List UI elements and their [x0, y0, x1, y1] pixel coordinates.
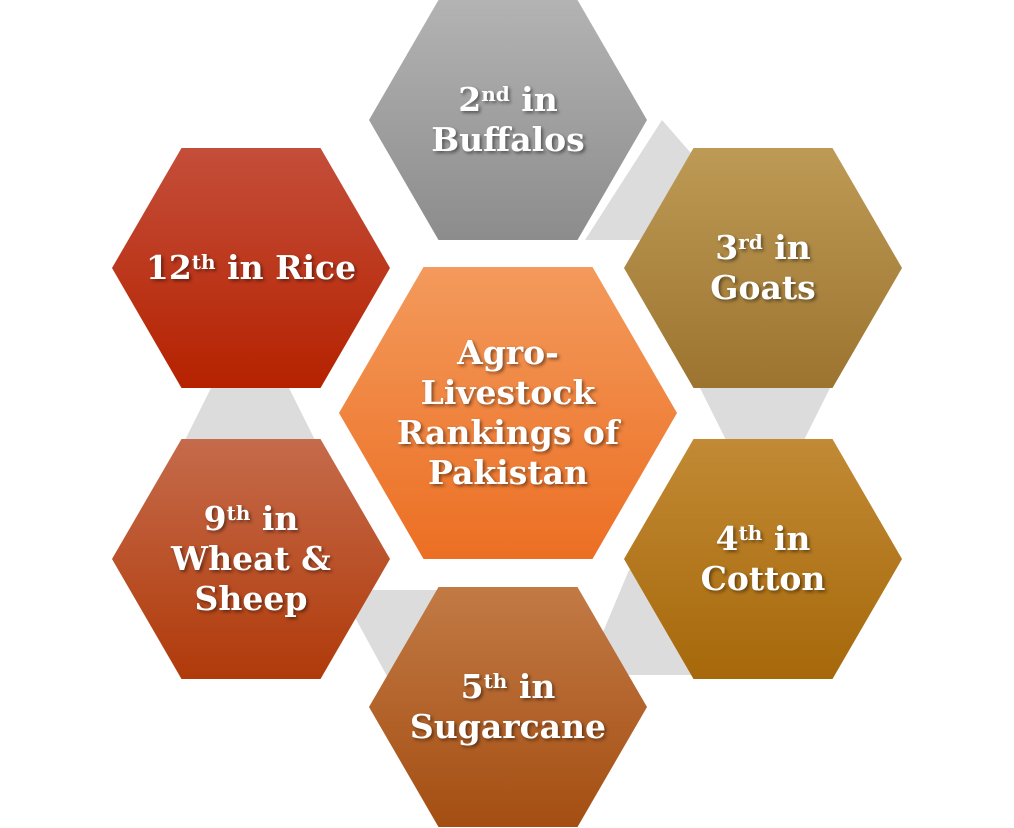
rank-after: in: [507, 667, 556, 706]
category-label: Sugarcane: [409, 707, 607, 746]
rank-suffix: nd: [481, 82, 510, 106]
hexagon-label: 3rd in Goats: [710, 228, 815, 308]
hexagon-label: 2nd in Buffalos: [431, 80, 584, 160]
rank-number: 5: [460, 667, 484, 706]
connector-goats-cotton: [700, 388, 830, 440]
center-line: Pakistan: [428, 453, 588, 492]
center-hexagon: Agro- Livestock Rankings of Pakistan: [339, 267, 677, 559]
rank-after: in: [250, 499, 299, 538]
category-label-2: Sheep: [194, 579, 308, 618]
center-line: Agro-: [457, 333, 559, 372]
rank-suffix: rd: [738, 230, 763, 254]
hexagon-buffalos: 2nd in Buffalos: [369, 0, 647, 240]
rank-suffix: th: [191, 250, 216, 274]
rank-number: 12: [145, 248, 192, 287]
hexagon-label: 12th in Rice: [146, 248, 356, 288]
center-line: Livestock: [420, 373, 596, 412]
rank-number: 4: [715, 519, 739, 558]
hexagon-rice: 12th in Rice: [112, 148, 390, 388]
rank-after: in: [762, 519, 811, 558]
category-label: Buffalos: [431, 120, 585, 159]
rank-after: in: [509, 80, 558, 119]
rank-number: 3: [715, 228, 739, 267]
connector-wheat-rice: [185, 388, 315, 440]
center-label: Agro- Livestock Rankings of Pakistan: [397, 333, 619, 493]
hexagon-label: 9th in Wheat & Sheep: [171, 499, 331, 619]
center-line: Rankings of: [396, 413, 620, 452]
rank-after: in Rice: [215, 248, 357, 287]
hexagon-label: 4th in Cotton: [701, 519, 826, 599]
rank-number: 9: [203, 499, 227, 538]
hexagon-label: 5th in Sugarcane: [410, 667, 606, 747]
hexagon-wheat-sheep: 9th in Wheat & Sheep: [112, 439, 390, 679]
rank-suffix: th: [738, 521, 763, 545]
rank-suffix: th: [483, 669, 508, 693]
rank-number: 2: [458, 80, 482, 119]
rank-after: in: [762, 228, 811, 267]
rank-suffix: th: [226, 501, 251, 525]
category-label: Wheat &: [171, 539, 331, 578]
category-label: Cotton: [700, 559, 826, 598]
category-label: Goats: [710, 268, 816, 307]
